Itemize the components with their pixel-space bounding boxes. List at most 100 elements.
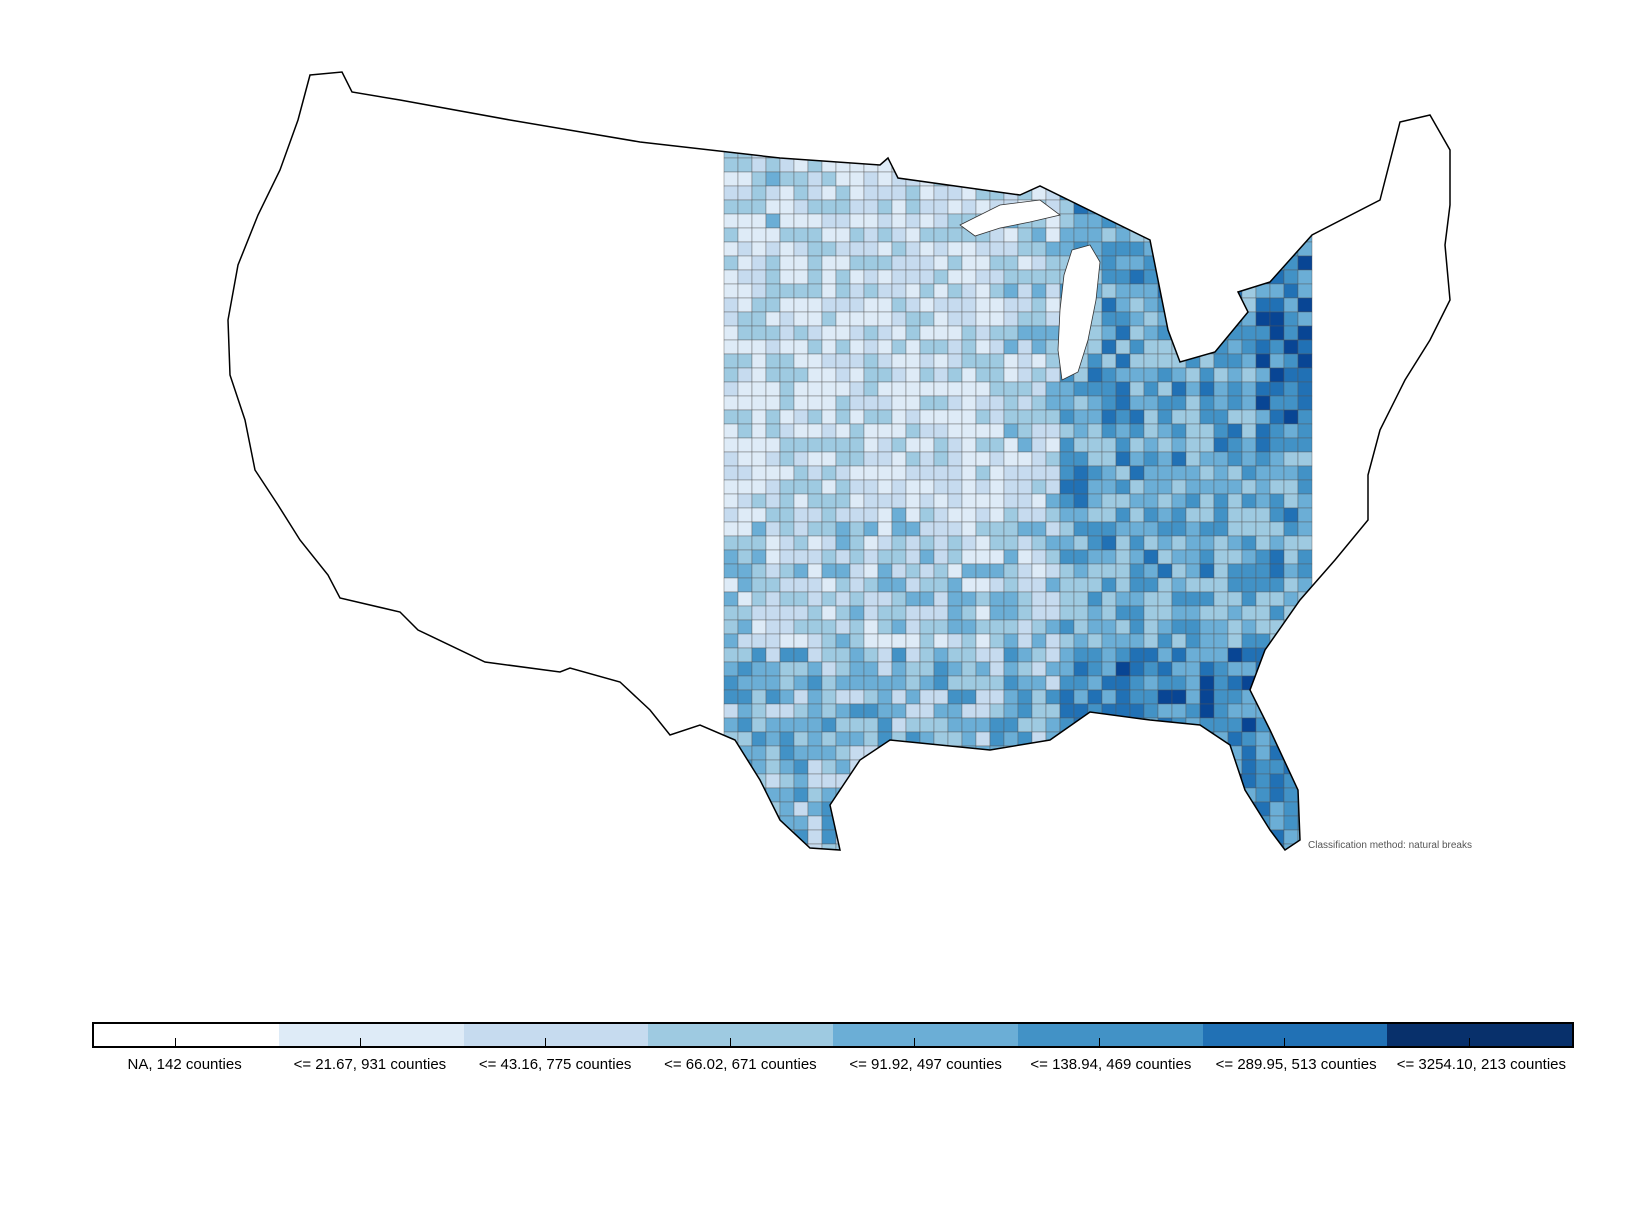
- county-cell: [961, 101, 977, 117]
- county-cell: [1017, 675, 1033, 691]
- county-cell: [961, 787, 977, 803]
- county-cell: [1087, 759, 1103, 775]
- county-cell: [1227, 353, 1243, 369]
- county-cell: [1143, 423, 1159, 439]
- legend-swatch: [648, 1024, 833, 1046]
- county-cell: [947, 353, 963, 369]
- county-cell: [877, 843, 893, 850]
- county-cell: [1073, 437, 1089, 453]
- county-cell: [723, 367, 739, 383]
- county-cell: [723, 213, 739, 229]
- county-cell: [961, 339, 977, 355]
- county-cell: [1101, 479, 1117, 495]
- county-cell: [905, 717, 921, 733]
- county-cell: [835, 801, 851, 817]
- county-cell: [1087, 689, 1103, 705]
- county-cell: [1199, 87, 1215, 103]
- county-cell: [947, 535, 963, 551]
- county-cell: [1297, 731, 1313, 747]
- county-cell: [821, 101, 837, 117]
- county-cell: [1297, 717, 1313, 733]
- county-cell: [947, 381, 963, 397]
- county-cell: [1073, 829, 1089, 845]
- county-cell: [1003, 731, 1019, 747]
- county-cell: [1031, 451, 1047, 467]
- county-cell: [975, 115, 991, 131]
- county-cell: [821, 605, 837, 621]
- county-cell: [1031, 521, 1047, 537]
- county-cell: [1045, 115, 1061, 131]
- county-cell: [1031, 101, 1047, 117]
- county-cell: [723, 269, 739, 285]
- county-cell: [989, 325, 1005, 341]
- county-cell: [919, 675, 935, 691]
- county-cell: [1185, 353, 1201, 369]
- county-cell: [1283, 549, 1299, 565]
- county-cell: [1213, 787, 1229, 803]
- county-cell: [737, 493, 753, 509]
- county-cell: [1297, 465, 1313, 481]
- county-cell: [1269, 563, 1285, 579]
- county-cell: [989, 409, 1005, 425]
- county-cell: [1031, 647, 1047, 663]
- county-cell: [891, 675, 907, 691]
- county-cell: [793, 689, 809, 705]
- county-cell: [1087, 521, 1103, 537]
- county-cell: [821, 493, 837, 509]
- county-cell: [1087, 339, 1103, 355]
- county-cell: [1059, 101, 1075, 117]
- county-cell: [1241, 129, 1257, 145]
- county-cell: [1101, 787, 1117, 803]
- legend-label: <= 91.92, 497 counties: [849, 1056, 1002, 1073]
- county-cell: [807, 381, 823, 397]
- county-cell: [863, 451, 879, 467]
- county-cell: [1115, 619, 1131, 635]
- county-cell: [877, 479, 893, 495]
- county-cell: [1143, 703, 1159, 719]
- county-cell: [1171, 717, 1187, 733]
- county-cell: [1297, 479, 1313, 495]
- county-cell: [723, 381, 739, 397]
- county-cell: [1171, 72, 1187, 75]
- county-cell: [933, 479, 949, 495]
- county-cell: [793, 129, 809, 145]
- county-cell: [1199, 647, 1215, 663]
- county-cell: [807, 143, 823, 159]
- county-cell: [905, 633, 921, 649]
- county-cell: [1101, 269, 1117, 285]
- county-cell: [1101, 619, 1117, 635]
- county-cell: [1199, 255, 1215, 271]
- county-cell: [1059, 409, 1075, 425]
- county-cell: [933, 773, 949, 789]
- county-cell: [1157, 745, 1173, 761]
- county-cell: [1031, 367, 1047, 383]
- county-cell: [947, 647, 963, 663]
- county-cell: [947, 843, 963, 850]
- county-cell: [835, 521, 851, 537]
- county-cell: [919, 689, 935, 705]
- county-cell: [905, 185, 921, 201]
- county-cell: [1297, 759, 1313, 775]
- county-cell: [849, 297, 865, 313]
- county-cell: [1143, 325, 1159, 341]
- county-cell: [989, 605, 1005, 621]
- county-cell: [1227, 185, 1243, 201]
- county-cell: [1213, 521, 1229, 537]
- county-cell: [751, 843, 767, 850]
- county-cell: [863, 73, 879, 89]
- county-cell: [989, 269, 1005, 285]
- county-cell: [849, 661, 865, 677]
- county-cell: [863, 395, 879, 411]
- county-cell: [1017, 801, 1033, 817]
- county-cell: [863, 675, 879, 691]
- county-cell: [1185, 549, 1201, 565]
- county-cell: [1129, 72, 1145, 75]
- county-cell: [961, 675, 977, 691]
- county-cell: [1227, 689, 1243, 705]
- county-cell: [1115, 801, 1131, 817]
- county-cell: [989, 437, 1005, 453]
- county-cell: [1143, 87, 1159, 103]
- county-cell: [779, 787, 795, 803]
- county-cell: [989, 395, 1005, 411]
- county-cell: [863, 409, 879, 425]
